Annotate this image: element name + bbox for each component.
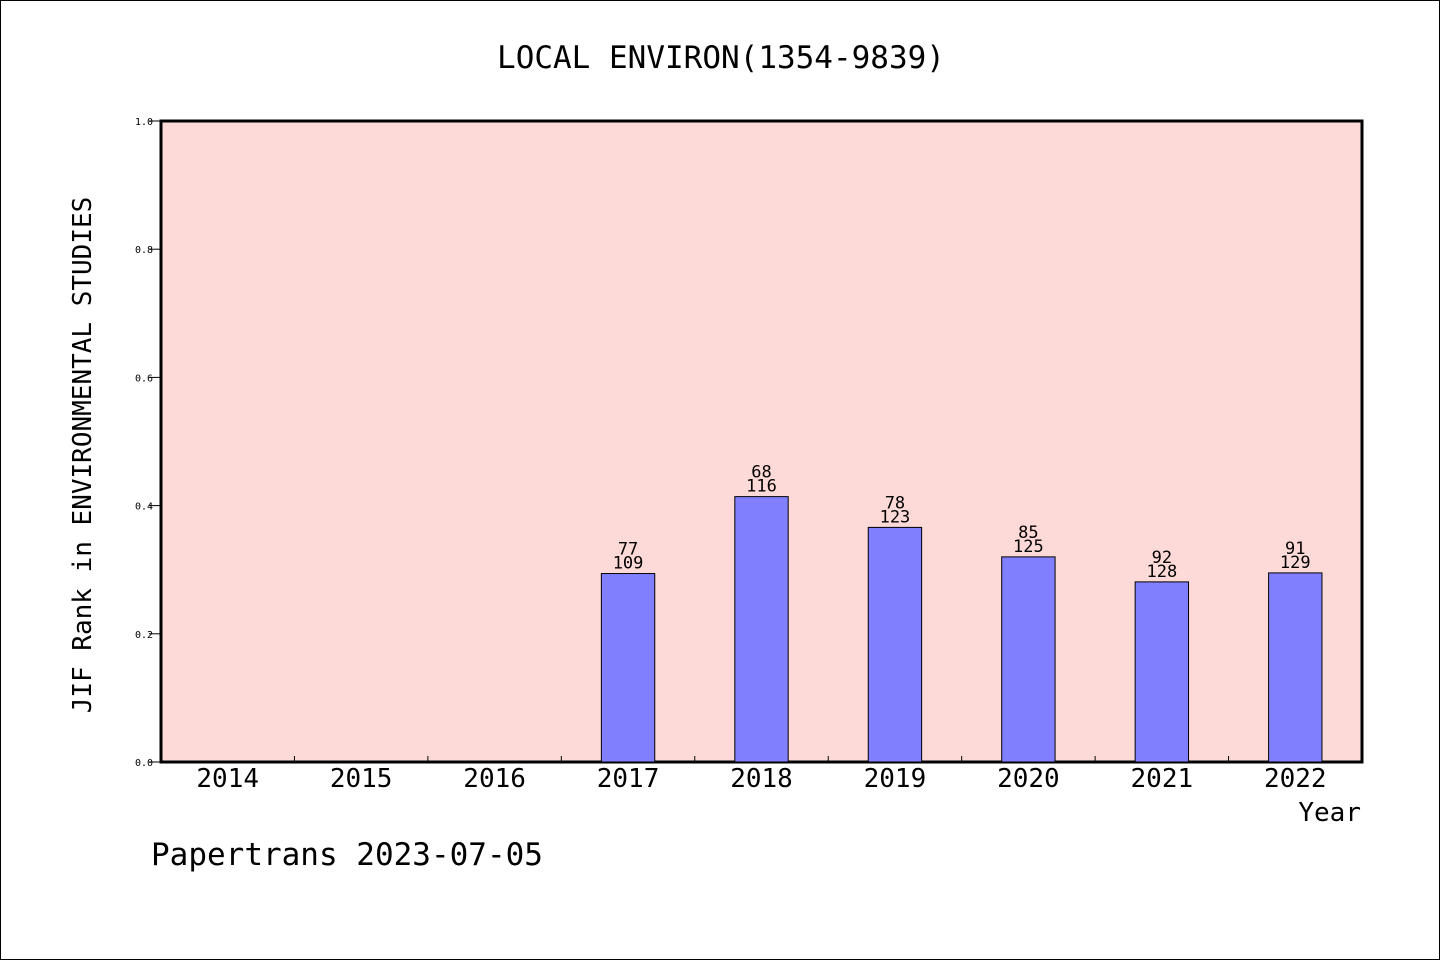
y-tick-label: 1.0 [135, 117, 153, 128]
x-tick-label: 2020 [997, 764, 1060, 794]
y-tick-label: 0.8 [135, 245, 153, 256]
bar [1134, 581, 1190, 763]
x-tick-label: 2019 [864, 764, 927, 794]
x-axis: 2014 2015 2016 2017 2018 2019 2020 2021 2022 [196, 756, 1327, 794]
chart-title: LOCAL ENVIRON(1354-9839) [497, 40, 945, 76]
x-tick-label: 2021 [1131, 764, 1194, 794]
bar [1001, 556, 1056, 763]
y-axis: 0.0 0.2 0.4 0.6 0.8 1.0 [135, 117, 161, 769]
bar [867, 526, 923, 763]
y-tick-label: 0.6 [135, 373, 153, 384]
x-tick-label: 2022 [1264, 764, 1327, 794]
footer-credit: Papertrans 2023-07-05 [151, 837, 543, 873]
bar-rank-label: 92 [1152, 548, 1172, 568]
y-tick-label: 0.4 [135, 502, 153, 513]
bar-rank-label: 91 [1285, 539, 1305, 559]
y-axis-label: JIF Rank in ENVIRONMENTAL STUDIES [68, 197, 98, 714]
y-tick-label: 0.0 [135, 758, 153, 769]
bar-rank-label: 68 [751, 463, 771, 483]
bar-total-label: 109 [613, 554, 644, 574]
x-tick-label: 2018 [730, 764, 793, 794]
x-tick-label: 2015 [330, 764, 393, 794]
y-tick-label: 0.2 [135, 630, 153, 641]
x-tick-label: 2014 [196, 764, 259, 794]
x-axis-label: Year [1298, 798, 1361, 828]
bar [734, 496, 789, 763]
bar-total-label: 129 [1280, 553, 1311, 573]
x-tick-label: 2016 [463, 764, 526, 794]
bar-rank-label: 78 [885, 493, 905, 513]
bar-total-label: 125 [1013, 537, 1044, 557]
bar-rank-label: 77 [618, 540, 638, 560]
bar-total-label: 123 [880, 507, 911, 527]
bar-rank-label: 85 [1018, 523, 1038, 543]
bar-total-label: 116 [746, 477, 777, 497]
bar [1268, 572, 1323, 763]
bar-total-label: 128 [1146, 562, 1177, 582]
x-tick-label: 2017 [597, 764, 660, 794]
bar [600, 573, 656, 763]
